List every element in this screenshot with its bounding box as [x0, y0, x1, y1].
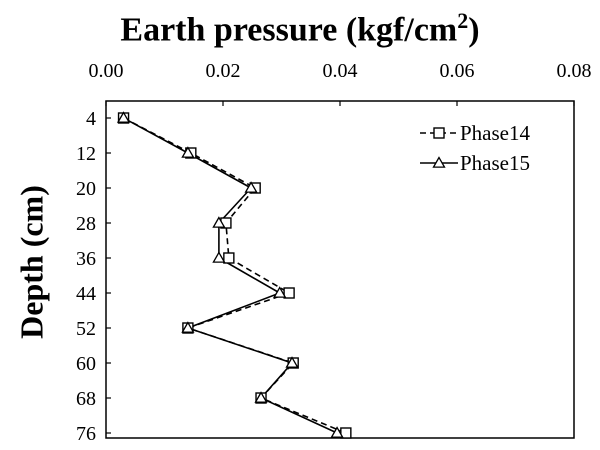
legend-label-phase14: Phase14: [460, 121, 530, 145]
x-tick-label: 0.00: [89, 60, 124, 82]
chart-title: Earth pressure (kgf/cm2): [120, 8, 480, 49]
data-point-phase14: [283, 287, 295, 299]
data-point-phase15: [116, 111, 131, 123]
y-tick-label: 76: [76, 423, 96, 445]
data-point-phase14: [223, 252, 235, 264]
data-point-phase15: [181, 321, 195, 333]
y-tick-label: 28: [76, 213, 96, 235]
x-tick-label: 0.06: [440, 60, 475, 82]
series-line-phase15: [123, 117, 338, 434]
data-point-phase15: [212, 216, 226, 228]
y-tick-label: 12: [76, 143, 96, 165]
y-tick-label: 4: [86, 108, 96, 130]
data-point-phase15: [254, 391, 268, 403]
y-tick-label: 68: [76, 388, 96, 410]
legend-marker-phase15: [432, 156, 446, 168]
data-point-phase15: [244, 181, 258, 193]
data-point-phase15: [330, 426, 344, 438]
legend-label-phase15: Phase15: [460, 151, 530, 175]
x-tick-label: 0.04: [323, 60, 358, 82]
data-point-phase15: [212, 251, 226, 263]
legend-marker-phase14: [433, 127, 445, 139]
y-tick-label: 36: [76, 248, 96, 270]
x-tick-label: 0.02: [206, 60, 241, 82]
data-point-phase15: [273, 286, 287, 298]
y-tick-label: 52: [76, 318, 96, 340]
data-point-phase15: [181, 146, 195, 158]
data-point-phase15: [285, 356, 299, 368]
y-tick-label: 44: [76, 283, 96, 305]
y-tick-label: 60: [76, 353, 96, 375]
x-tick-label: 0.08: [557, 60, 592, 82]
y-tick-label: 20: [76, 178, 96, 200]
series-line-phase14: [123, 117, 347, 434]
